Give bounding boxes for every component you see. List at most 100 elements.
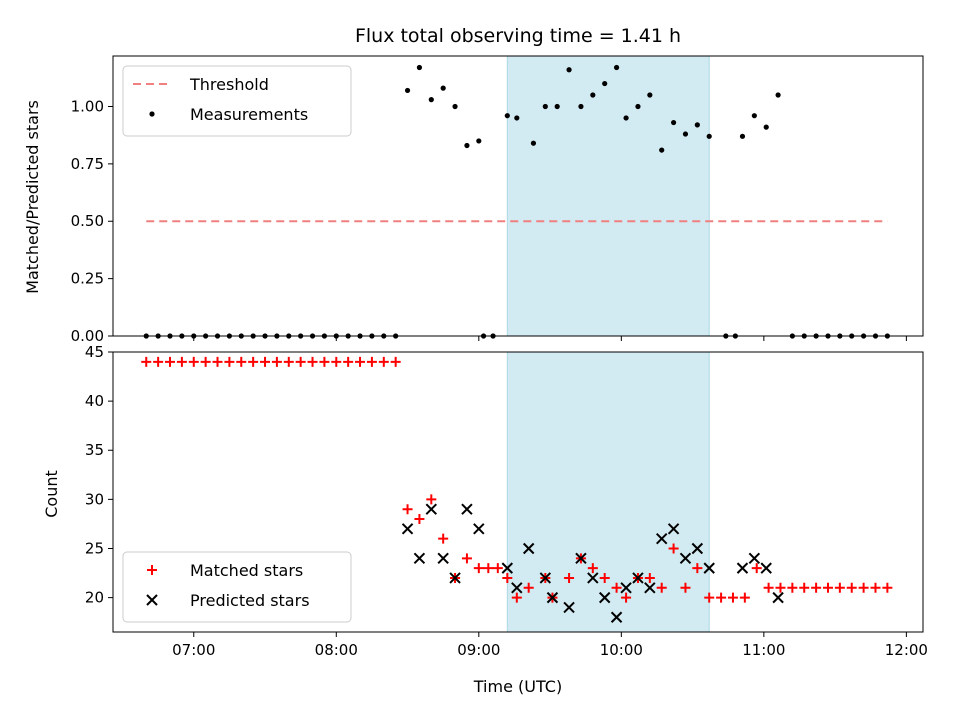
predicted-star-point: [748, 552, 761, 565]
ratio-y-tick-label: 0.75: [71, 155, 104, 173]
measurement-point: [504, 113, 510, 119]
measurement-point: [682, 131, 689, 137]
measurement-point: [514, 115, 520, 121]
predicted-star-point: [610, 611, 623, 623]
measurement-point: [578, 103, 584, 110]
matched-star-point: [858, 582, 869, 593]
predicted-star-point: [691, 542, 704, 555]
matched-star-point: [307, 356, 318, 367]
measurement-point: [751, 113, 757, 119]
predicted-star-point: [437, 552, 449, 565]
matched-star-point: [248, 356, 259, 367]
count-y-tick-label: 40: [85, 392, 104, 410]
matched-star-point: [656, 582, 667, 593]
measurement-point: [659, 147, 665, 153]
matched-star-point: [319, 356, 330, 367]
count-shaded-interval: [506, 351, 710, 633]
measurement-point: [623, 115, 629, 121]
count-y-tick-label: 30: [85, 490, 104, 508]
matched-star-point: [716, 592, 727, 603]
predicted-star-point: [679, 552, 692, 565]
measurement-point: [602, 80, 608, 87]
matched-star-point: [502, 572, 513, 583]
matched-star-point: [870, 582, 881, 593]
predicted-star-point: [511, 582, 523, 594]
ratio-y-tick-label: 0.25: [71, 270, 104, 288]
predicted-star-point: [563, 601, 575, 614]
matched-star-point: [236, 356, 247, 367]
predicted-star-point: [620, 582, 632, 594]
x-tick-label: 09:00: [457, 641, 500, 659]
measurement-point: [440, 85, 446, 91]
matched-star-point: [414, 514, 425, 525]
predicted-star-point: [449, 572, 461, 584]
matched-star-point: [587, 563, 598, 574]
ratio-axes-frame: [112, 55, 924, 337]
measurement-point: [428, 97, 434, 103]
measurement-point: [706, 133, 712, 139]
bottom-y-axis-label: Count: [42, 470, 61, 518]
legend-label: Measurements: [190, 105, 308, 124]
matched-star-point: [343, 356, 354, 367]
matched-star-point: [775, 582, 786, 593]
matched-star-point: [165, 356, 176, 367]
legend-matched-swatch: [147, 565, 157, 575]
measurement-point: [464, 142, 470, 149]
matched-star-point: [212, 356, 223, 367]
matched-star-point: [402, 504, 413, 515]
predicted-star-point: [644, 582, 656, 594]
x-tick-label: 12:00: [885, 641, 928, 659]
ratio-y-tick-label: 0.00: [71, 327, 104, 345]
count-axes-frame: [112, 351, 924, 633]
matched-star-point: [426, 494, 437, 505]
predicted-star-point: [413, 552, 426, 565]
predicted-star-point: [656, 532, 668, 545]
measurement-point: [566, 67, 572, 73]
matched-star-point: [787, 582, 798, 593]
predicted-star-point: [522, 542, 535, 555]
measurement-point: [647, 92, 653, 98]
matched-star-point: [200, 356, 211, 367]
legend-predicted-swatch: [146, 594, 158, 606]
matched-star-point: [331, 356, 342, 367]
matched-star-point: [680, 582, 691, 593]
x-tick-label: 07:00: [172, 641, 215, 659]
matched-star-point: [692, 563, 703, 574]
measurement-point: [416, 64, 423, 71]
measurement-point: [554, 103, 560, 110]
matched-star-point: [751, 563, 762, 574]
matched-star-point: [295, 356, 306, 367]
predicted-star-point: [587, 572, 599, 584]
matched-star-point: [366, 356, 377, 367]
count-y-tick-label: 25: [85, 539, 104, 557]
matched-star-point: [739, 592, 750, 603]
legend-label: Predicted stars: [190, 591, 310, 610]
x-axis-label: Time (UTC): [473, 677, 562, 696]
measurement-point: [530, 140, 537, 146]
matched-star-point: [483, 563, 494, 574]
matched-star-point: [763, 582, 774, 593]
x-tick-label: 10:00: [600, 641, 643, 659]
predicted-star-point: [539, 572, 552, 584]
ratio-y-tick-label: 0.50: [71, 212, 104, 230]
measurement-point: [763, 124, 769, 130]
legend-label: Matched stars: [190, 561, 303, 580]
matched-star-point: [355, 356, 366, 367]
matched-star-point: [390, 356, 401, 367]
ratio-legend-box: [122, 65, 352, 137]
predicted-star-point: [598, 591, 611, 604]
measurement-point: [404, 87, 411, 94]
count-y-tick-label: 45: [85, 343, 104, 361]
measurement-point: [542, 103, 548, 110]
measurement-point: [613, 64, 620, 71]
predicted-star-point: [772, 591, 784, 604]
measurement-point: [476, 138, 482, 144]
count-series-matched-stars: [141, 356, 893, 603]
measurement-point: [694, 122, 700, 128]
chart-title: Flux total observing time = 1.41 h: [355, 25, 681, 47]
predicted-star-point: [546, 591, 559, 604]
measurement-point: [775, 92, 781, 98]
matched-star-point: [153, 356, 164, 367]
